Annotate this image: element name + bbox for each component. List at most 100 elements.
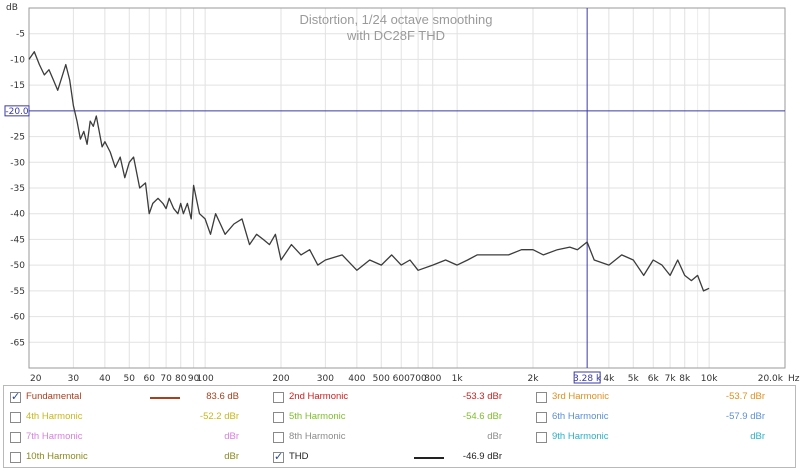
legend-swatch (414, 457, 444, 459)
y-tick-label: -45 (10, 235, 25, 245)
x-tick-label: 500 (373, 374, 390, 384)
y-tick-label: -65 (10, 338, 25, 348)
chart-subtitle: with DC28F THD (346, 28, 445, 43)
legend-item-5th-harmonic: 5th Harmonic -54.6 dBr (273, 408, 523, 428)
legend-item-6th-harmonic: 6th Harmonic -57.9 dBr (536, 408, 786, 428)
legend-swatch (150, 397, 180, 399)
legend-value: -54.6 dBr (462, 411, 502, 422)
x-tick-label: 7k (665, 374, 677, 384)
legend-label: 5th Harmonic (289, 411, 346, 422)
cursor[interactable]: -20.0 3.28 k (4, 8, 785, 384)
x-tick-label: 4k (603, 374, 615, 384)
legend-label: 3rd Harmonic (552, 391, 610, 402)
legend-row: 10th Harmonic dBr THD -46.9 dBr (4, 448, 795, 468)
checkbox-7th-harmonic[interactable] (10, 432, 21, 443)
x-tick-label: 20 (30, 374, 42, 384)
legend-label: 9th Harmonic (552, 431, 609, 442)
legend-label: 8th Harmonic (289, 431, 346, 442)
y-tick-label: -35 (10, 184, 25, 194)
x-tick-label: 50 (124, 374, 136, 384)
x-tick-label: 100 (197, 374, 214, 384)
x-tick-label: 60 (144, 374, 156, 384)
legend-value: -52.2 dBr (199, 411, 239, 422)
checkbox-4th-harmonic[interactable] (10, 412, 21, 423)
legend-item-9th-harmonic: 9th Harmonic dBr (536, 428, 786, 448)
x-tick-label: 70 (160, 374, 172, 384)
y-tick-label: -15 (10, 81, 25, 91)
x-tick-label: 80 (175, 374, 187, 384)
y-tick-label: -25 (10, 133, 25, 143)
distortion-chart: dB Distortion, 1/24 octave smoothing wit… (4, 3, 800, 384)
legend-item-2nd-harmonic: 2nd Harmonic -53.3 dBr (273, 388, 523, 408)
series-layer (28, 51, 710, 292)
legend-panel: Fundamental 83.6 dB 2nd Harmonic -53.3 dBr 3… (3, 385, 796, 468)
x-tick-label: 1k (452, 374, 464, 384)
legend-item-4th-harmonic: 4th Harmonic -52.2 dBr (10, 408, 260, 428)
legend-item-3rd-harmonic: 3rd Harmonic -53.7 dBr (536, 388, 786, 408)
checkbox-3rd-harmonic[interactable] (536, 392, 547, 403)
legend-value: dBr (750, 431, 765, 442)
legend-value: dBr (224, 431, 239, 442)
plot-area (28, 7, 786, 369)
grid (28, 8, 786, 368)
x-tick-label: 600 (393, 374, 410, 384)
chart-title: Distortion, 1/24 octave smoothing (300, 12, 493, 27)
checkbox-2nd-harmonic[interactable] (273, 392, 284, 403)
legend-item-7th-harmonic: 7th Harmonic dBr (10, 428, 260, 448)
y-axis-label: dB (6, 3, 18, 13)
legend-value: dBr (224, 451, 239, 462)
x-tick-label: 20.0k (758, 374, 784, 384)
legend-label: 10th Harmonic (26, 451, 88, 462)
series-line-thd (28, 51, 710, 292)
legend-label: Fundamental (26, 391, 82, 402)
cursor-y-readout-box (4, 105, 30, 117)
legend-value: -53.3 dBr (462, 391, 502, 402)
x-tick-label: 700 (410, 374, 427, 384)
x-tick-label: 30 (68, 374, 80, 384)
legend-value: 83.6 dB (206, 391, 239, 402)
cursor-x-readout-box (573, 371, 601, 384)
checkbox-6th-harmonic[interactable] (536, 412, 547, 423)
y-tick-label: -50 (10, 261, 25, 271)
y-tick-label: -60 (10, 313, 25, 323)
x-tick-label: 8k (679, 374, 691, 384)
x-tick-label: 90 (188, 374, 200, 384)
legend-item-10th-harmonic: 10th Harmonic dBr (10, 448, 260, 468)
checkbox-5th-harmonic[interactable] (273, 412, 284, 423)
legend-label: 7th Harmonic (26, 431, 83, 442)
x-unit-label: Hz (788, 374, 800, 384)
legend-label: 6th Harmonic (552, 411, 609, 422)
legend-label: 2nd Harmonic (289, 391, 349, 402)
checkbox-10th-harmonic[interactable] (10, 452, 21, 463)
legend-item-thd: THD -46.9 dBr (273, 448, 523, 468)
x-tick-label: 800 (424, 374, 441, 384)
y-tick-label: -40 (10, 210, 25, 220)
x-tick-label: 6k (648, 374, 660, 384)
y-tick-label: -30 (10, 158, 25, 168)
cursor-x-readout: 3.28 k (573, 374, 602, 384)
x-tick-label: 5k (628, 374, 640, 384)
checkbox-8th-harmonic[interactable] (273, 432, 284, 443)
checkbox-9th-harmonic[interactable] (536, 432, 547, 443)
legend-value: -46.9 dBr (462, 451, 502, 462)
legend-value: -53.7 dBr (725, 391, 765, 402)
legend-label: 4th Harmonic (26, 411, 83, 422)
checkbox-thd[interactable] (273, 450, 284, 463)
y-tick-label: -55 (10, 287, 25, 297)
legend-row: Fundamental 83.6 dB 2nd Harmonic -53.3 dBr 3… (4, 388, 795, 408)
legend-row: 7th Harmonic dBr 8th Harmonic dBr 9th Harmon… (4, 428, 795, 448)
checkbox-fundamental[interactable] (10, 390, 21, 403)
y-tick-labels: -5 -10 -15 -25 -30 -35 -40 -45 -50 -55 -60 -65 (10, 30, 25, 349)
x-tick-label: 300 (317, 374, 334, 384)
x-tick-label: 40 (99, 374, 111, 384)
y-tick-label: -5 (16, 30, 25, 40)
cursor-y-readout: -20.0 (5, 107, 29, 117)
legend-row: 4th Harmonic -52.2 dBr 5th Harmonic -54.6 d… (4, 408, 795, 428)
x-tick-label: 200 (272, 374, 289, 384)
x-tick-label: 10k (701, 374, 718, 384)
legend-value: dBr (487, 431, 502, 442)
legend-item-fundamental: Fundamental 83.6 dB (10, 388, 260, 408)
legend-item-8th-harmonic: 8th Harmonic dBr (273, 428, 523, 448)
x-tick-label: 2k (528, 374, 540, 384)
